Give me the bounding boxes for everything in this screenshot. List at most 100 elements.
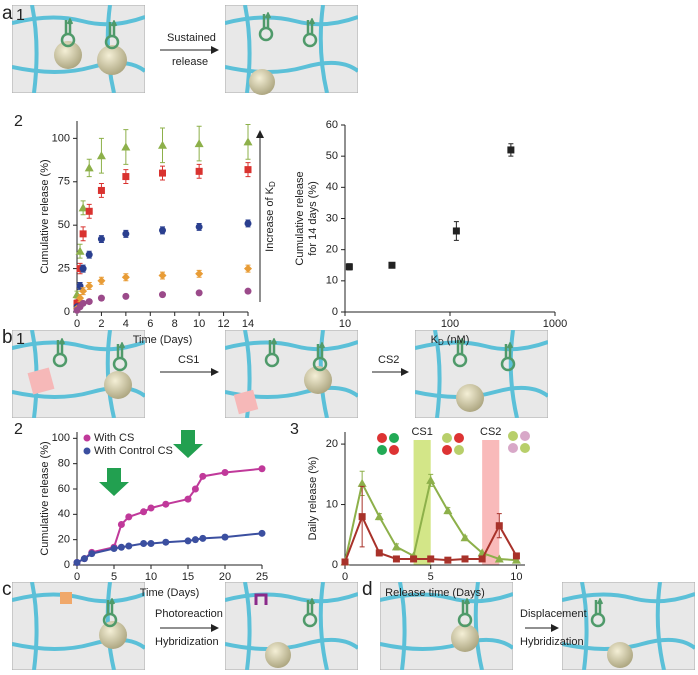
marker [184, 537, 192, 545]
marker [158, 140, 167, 149]
shaded-region [482, 440, 500, 565]
marker [122, 292, 130, 300]
y-tick-label: 0 [64, 559, 70, 571]
marker [244, 219, 252, 227]
y-tick-label: 25 [58, 262, 70, 274]
x-axis-label: Time (Days) [133, 334, 192, 346]
marker [221, 533, 229, 541]
panel-label: a [2, 3, 13, 24]
y-tick-label: 30 [326, 212, 338, 224]
marker [195, 269, 204, 278]
y-tick-label: 40 [58, 508, 70, 520]
marker [244, 264, 252, 273]
arrow-label: Photoreaction [155, 608, 223, 620]
legend-label: With CS [94, 432, 134, 444]
annotation: Increase of KD [264, 181, 277, 252]
arrow-label: release [172, 56, 208, 68]
panel-label: 2 [14, 421, 23, 438]
marker [162, 500, 170, 508]
y-tick-label: 75 [58, 176, 70, 188]
y-tick-label: 60 [326, 119, 338, 131]
marker [244, 166, 252, 174]
panel-label: 1 [16, 7, 25, 24]
x-tick-label: 14 [242, 318, 254, 330]
marker [195, 289, 203, 297]
x-tick-label: 10 [339, 318, 351, 330]
marker [495, 522, 503, 530]
marker [162, 538, 170, 546]
y-tick-label: 10 [326, 498, 338, 510]
marker [73, 558, 81, 566]
marker [191, 485, 199, 493]
panel-label: 1 [16, 331, 25, 348]
x-tick-label: 10 [193, 318, 205, 330]
marker [125, 542, 133, 550]
marker [110, 545, 118, 553]
marker [392, 555, 400, 563]
marker [159, 169, 166, 177]
x-tick-label: 5 [428, 571, 434, 583]
panel-label: b [2, 327, 13, 348]
arrow-label: Hybridization [155, 636, 219, 648]
marker [125, 513, 133, 521]
marker [122, 230, 130, 238]
x-tick-label: 0 [74, 571, 80, 583]
marker [388, 261, 396, 269]
marker [512, 552, 520, 560]
marker [444, 556, 452, 564]
marker [199, 534, 207, 542]
marker [427, 555, 435, 563]
marker [443, 506, 453, 515]
y-axis-label: Daily release (%) [307, 457, 319, 541]
x-tick-label: 4 [123, 318, 129, 330]
marker [452, 227, 460, 235]
x-tick-label: 25 [256, 571, 268, 583]
y-tick-label: 50 [58, 219, 70, 231]
arrow-label: Hybridization [520, 636, 584, 648]
marker [85, 251, 93, 259]
marker [159, 226, 166, 234]
y-axis-label: Cumulative release (%) [39, 441, 51, 555]
x-tick-label: 20 [219, 571, 231, 583]
y-tick-label: 40 [326, 181, 338, 193]
series-line [76, 532, 263, 564]
y-tick-label: 0 [332, 559, 338, 571]
panel-label: d [362, 579, 373, 600]
shaded-label: CS1 [411, 426, 432, 438]
marker [345, 263, 353, 271]
marker [140, 508, 148, 516]
marker [184, 495, 192, 503]
marker [258, 465, 266, 473]
marker [88, 550, 96, 558]
marker [221, 469, 229, 477]
legend-marker [83, 434, 91, 442]
marker [122, 173, 130, 181]
marker [117, 543, 125, 551]
marker [84, 163, 94, 172]
arrow-label: CS2 [378, 354, 399, 366]
x-tick-label: 12 [217, 318, 229, 330]
marker [79, 299, 87, 307]
y-tick-label: 10 [326, 275, 338, 287]
marker [460, 533, 470, 542]
marker [191, 536, 199, 544]
y-tick-label: 80 [58, 458, 70, 470]
marker [194, 139, 204, 148]
marker [121, 273, 130, 282]
arrow-label: CS1 [178, 354, 199, 366]
panel-label: 2 [14, 113, 23, 130]
x-axis-label-main: K [431, 334, 439, 346]
marker [374, 512, 384, 521]
arrow-label: Sustained [167, 32, 216, 44]
x-tick-label: 8 [172, 318, 178, 330]
marker [140, 539, 148, 547]
x-tick-label: 10 [145, 571, 157, 583]
diagrams [12, 5, 695, 670]
y-tick-label: 20 [326, 244, 338, 256]
marker [258, 529, 266, 537]
panel-label: 3 [290, 421, 299, 438]
y-tick-label: 0 [332, 306, 338, 318]
shaded-label: CS2 [480, 426, 501, 438]
marker [80, 555, 88, 563]
